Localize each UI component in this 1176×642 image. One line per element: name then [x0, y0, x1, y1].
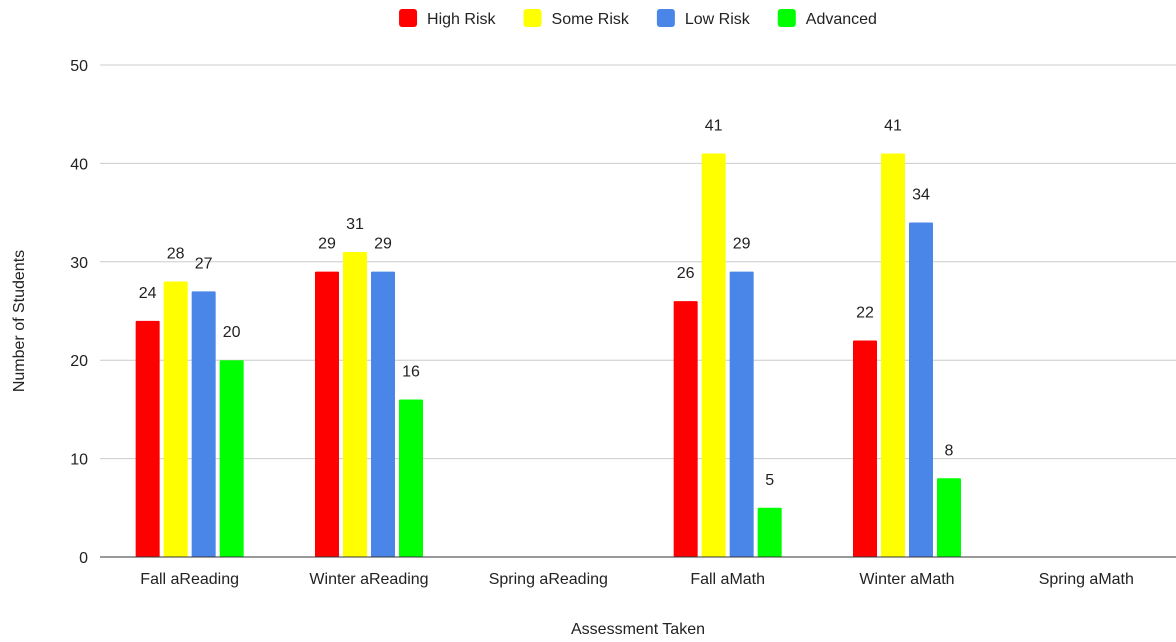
data-label-some-risk: 41: [884, 118, 902, 135]
legend-swatch: [777, 9, 796, 27]
data-label-low-risk: 29: [374, 236, 392, 253]
data-label-low-risk: 27: [195, 255, 213, 272]
bar-advanced: [937, 478, 961, 557]
bar-some-risk: [343, 251, 367, 557]
bar-low-risk: [729, 271, 754, 557]
y-tick-label: 30: [70, 255, 88, 272]
bar-low-risk: [191, 291, 216, 557]
legend-label: Advanced: [806, 11, 877, 28]
x-tick-label: Spring aMath: [1039, 571, 1134, 588]
bar-low-risk: [909, 222, 933, 557]
data-label-advanced: 20: [223, 324, 241, 341]
data-label-high-risk: 24: [139, 285, 157, 302]
bar-advanced: [219, 360, 244, 557]
bar-high-risk: [315, 271, 339, 557]
data-label-some-risk: 31: [346, 216, 364, 233]
y-axis-title: Number of Students: [11, 250, 28, 392]
gridlines: [100, 64, 1176, 460]
bar-some-risk: [881, 153, 905, 557]
data-label-advanced: 5: [765, 472, 774, 489]
legend-label: High Risk: [427, 11, 496, 28]
legend-label: Some Risk: [552, 11, 630, 28]
y-tick-label: 0: [79, 550, 88, 567]
legend-label: Low Risk: [685, 11, 751, 28]
y-tick-label: 40: [70, 156, 88, 173]
bar-advanced: [757, 507, 782, 557]
bar-high-risk: [673, 301, 698, 557]
x-tick-label: Fall aReading: [140, 571, 239, 588]
legend-swatch: [523, 9, 542, 27]
x-axis-ticks: Fall aReading Winter aReading Spring aRead…: [140, 571, 1134, 588]
y-tick-label: 50: [70, 58, 88, 75]
x-tick-label: Winter aMath: [859, 571, 954, 588]
data-label-high-risk: 29: [318, 236, 336, 253]
bar-low-risk: [371, 271, 395, 557]
data-labels: 24 28 27 20 29 31 29 16 26 41 29 5 22 41 34 8: [139, 118, 954, 489]
data-label-some-risk: 28: [167, 245, 185, 262]
data-label-high-risk: 22: [856, 305, 874, 322]
data-label-low-risk: 34: [912, 186, 930, 203]
legend-swatch: [399, 9, 418, 27]
bars: [135, 153, 961, 557]
data-label-high-risk: 26: [677, 265, 695, 282]
x-tick-label: Fall aMath: [690, 571, 765, 588]
x-tick-label: Spring aReading: [489, 571, 608, 588]
y-axis-ticks: 0 10 20 30 40 50: [70, 58, 88, 567]
legend: High Risk Some Risk Low Risk Advanced: [399, 9, 877, 28]
x-axis-title: Assessment Taken: [571, 621, 705, 638]
y-tick-label: 20: [70, 353, 88, 370]
bar-advanced: [399, 399, 423, 557]
data-label-some-risk: 41: [705, 118, 723, 135]
data-label-advanced: 16: [402, 364, 420, 381]
bar-high-risk: [135, 320, 160, 557]
bar-some-risk: [163, 281, 188, 557]
data-label-advanced: 8: [945, 442, 954, 459]
y-tick-label: 10: [70, 452, 88, 469]
legend-swatch: [656, 9, 675, 27]
x-tick-label: Winter aReading: [309, 571, 428, 588]
data-label-low-risk: 29: [733, 236, 751, 253]
bar-high-risk: [853, 340, 877, 557]
bar-some-risk: [701, 153, 726, 557]
